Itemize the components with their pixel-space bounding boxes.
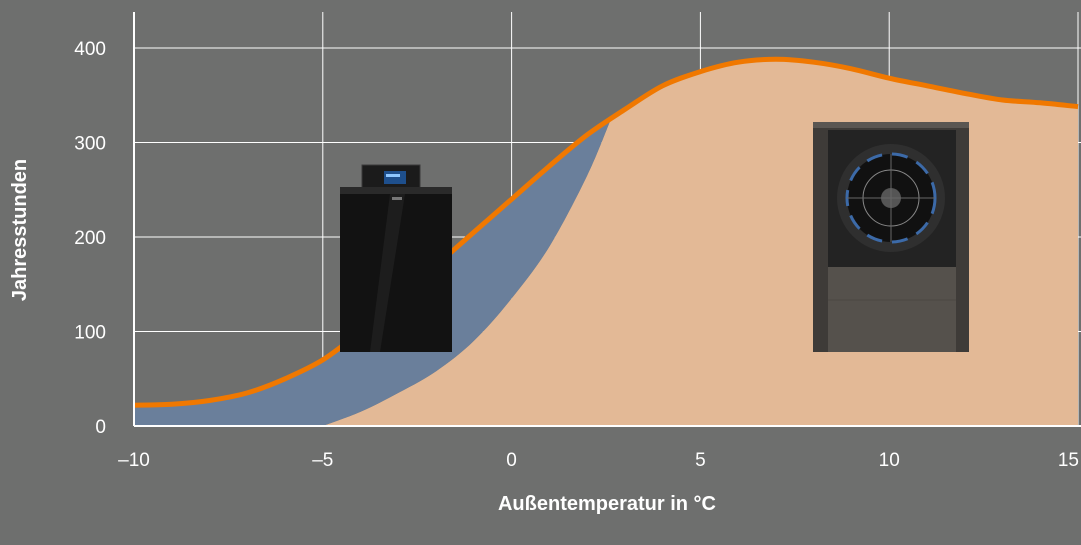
x-tick-label: –5 xyxy=(312,450,333,471)
y-tick-label: 100 xyxy=(74,323,106,344)
x-tick-label: 0 xyxy=(506,450,517,471)
boiler-coverage-area xyxy=(134,121,610,426)
x-tick-label: 10 xyxy=(879,450,900,471)
y-tick-label: 200 xyxy=(74,228,106,249)
x-tick-label: –10 xyxy=(118,450,150,471)
y-axis-title: Jahresstunden xyxy=(9,159,31,301)
x-axis-title: Außentemperatur in °C xyxy=(498,493,716,515)
x-tick-label: 15 xyxy=(1058,450,1079,471)
heat-demand-line xyxy=(133,56,1079,408)
tick-labels: –10 –5 0 5 10 15 0 100 200 300 400 xyxy=(74,39,1079,471)
axes xyxy=(133,12,1081,427)
y-tick-label: 0 xyxy=(95,417,106,438)
gas-condensing-boiler-photo xyxy=(340,164,452,352)
air-source-heat-pump-photo xyxy=(813,122,969,352)
y-tick-label: 300 xyxy=(74,134,106,155)
axis-titles: Außentemperatur in °C Jahresstunden xyxy=(9,159,716,515)
x-tick-label: 5 xyxy=(695,450,706,471)
y-tick-label: 400 xyxy=(74,39,106,60)
